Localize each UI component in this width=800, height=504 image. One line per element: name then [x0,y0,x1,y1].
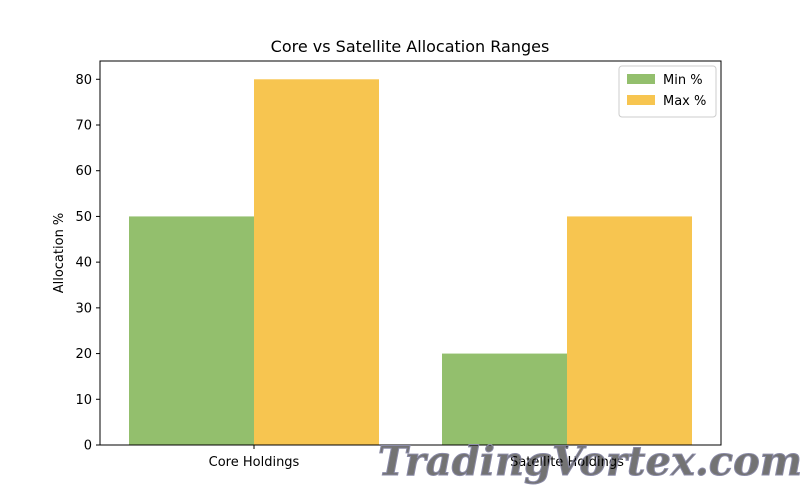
legend-swatch [627,74,655,84]
y-tick-label: 30 [75,301,92,316]
legend-label: Min % [663,73,703,88]
y-tick-label: 40 [75,256,92,271]
bars-layer [129,79,692,446]
x-tick-label: Core Holdings [209,455,300,470]
y-tick-label: 20 [75,347,92,362]
y-tick-label: 50 [75,210,92,225]
plot-frame [99,60,722,446]
y-tick-label: 70 [75,119,92,134]
y-tick-label: 0 [84,439,92,454]
watermark: TradingVortex.com [377,438,800,486]
y-tick-label: 80 [75,73,92,88]
legend-label: Max % [663,94,706,109]
y-axis-label: Allocation % [52,213,67,294]
y-tick-label: 10 [75,393,92,408]
legend-swatch [627,95,655,105]
axes-layer: Core Holdings Satellite Holdings 0 10 20 30 40… [75,60,722,470]
bar-min-core-holdings [129,216,254,445]
bar-max-core-holdings [254,79,379,446]
bar-min-satellite-holdings [442,353,567,445]
x-tick-label: Satellite Holdings [510,455,624,470]
watermark-text: TradingVortex.com [378,438,800,485]
y-tick-label: 60 [75,164,92,179]
legend: Min % Max % [618,65,717,118]
chart-title: Core vs Satellite Allocation Ranges [271,37,550,56]
bar-max-satellite-holdings [567,216,692,445]
